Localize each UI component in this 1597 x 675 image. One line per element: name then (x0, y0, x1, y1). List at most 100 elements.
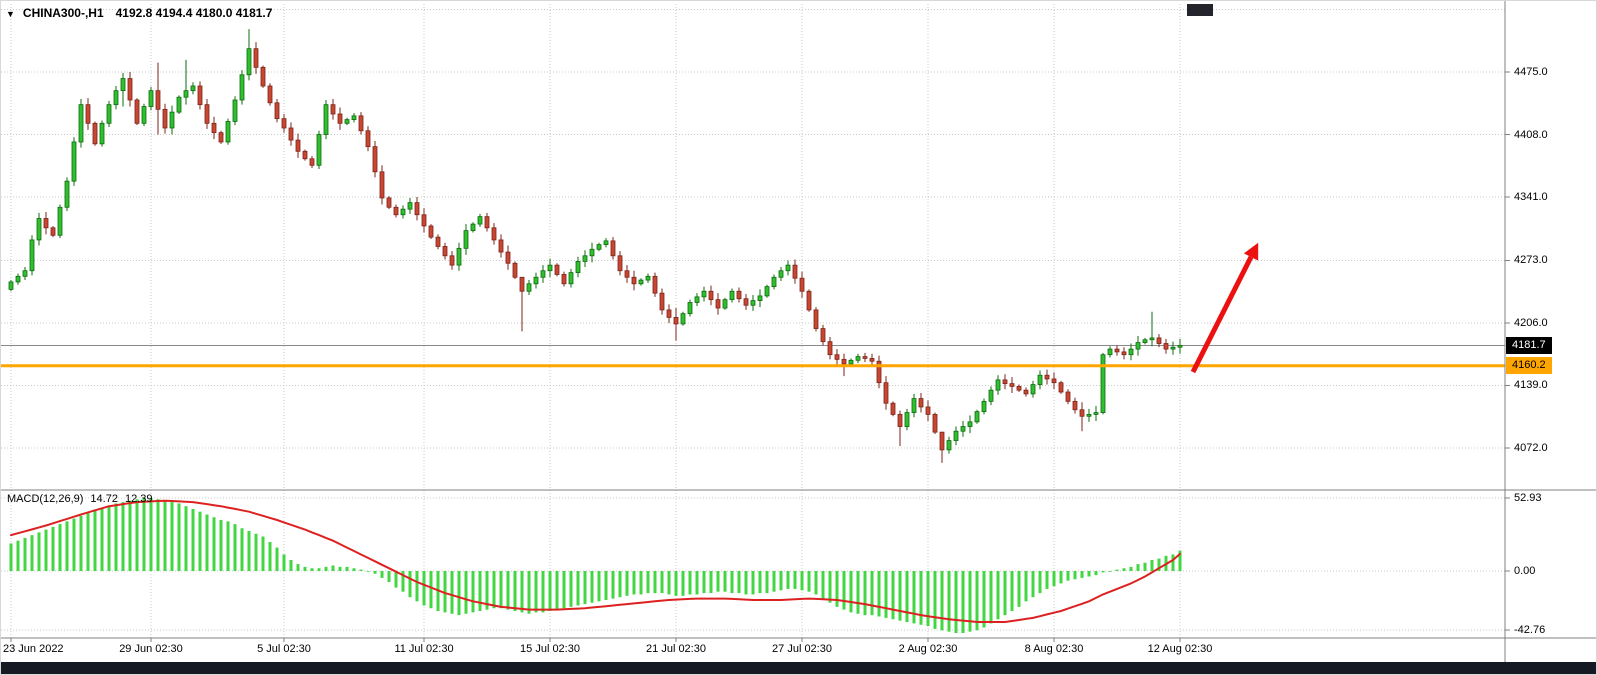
date-label: 21 Jul 02:30 (646, 643, 706, 655)
macd-histogram-bar (667, 571, 671, 595)
candle-body (1100, 354, 1106, 413)
candle-body (393, 206, 399, 216)
candle-body (736, 290, 742, 300)
macd-histogram-bar (933, 571, 937, 629)
macd-histogram-bar (1003, 571, 1007, 616)
trend-arrow-head[interactable] (1243, 242, 1259, 261)
macd-histogram-bar (891, 571, 895, 620)
macd-histogram-bar (688, 571, 692, 595)
candle-body (757, 295, 763, 301)
candle-body (435, 236, 441, 247)
candle-body (1079, 409, 1085, 417)
candle-body (1072, 400, 1078, 411)
chart-shift-marker[interactable] (1187, 4, 1213, 16)
candle-body (484, 216, 490, 229)
macd-histogram-bar (37, 532, 41, 571)
candle-body (834, 354, 840, 360)
candle-body (561, 274, 567, 285)
macd-histogram-bar (779, 571, 783, 591)
macd-histogram-bar (954, 571, 958, 634)
candle-body (1149, 337, 1155, 341)
candle-body (547, 264, 553, 272)
macd-histogram-bar (282, 554, 286, 571)
candle-body (1121, 351, 1127, 356)
candle-body (1163, 343, 1169, 350)
candle-body (995, 379, 1001, 391)
candle-body (897, 414, 903, 427)
macd-histogram-bar (1094, 571, 1098, 576)
macd-histogram-bar (975, 571, 979, 631)
macd-histogram-bar (807, 571, 811, 592)
candle-body (526, 283, 532, 292)
candle-body (778, 270, 784, 278)
candle-body (1051, 378, 1057, 384)
candle-body (232, 99, 238, 122)
macd-histogram-bar (562, 571, 566, 609)
macd-histogram-bar (170, 502, 174, 571)
candle-body (743, 298, 749, 306)
macd-histogram-bar (940, 571, 944, 631)
candle-body (379, 171, 385, 199)
candle-body (169, 111, 175, 129)
macd-histogram-bar (247, 531, 251, 571)
candle-body (22, 270, 28, 277)
macd-histogram-bar (1143, 562, 1147, 571)
trend-arrow-shaft[interactable] (1190, 255, 1254, 374)
candle-body (841, 358, 847, 365)
candle-body (596, 244, 602, 250)
candle-body (869, 358, 875, 362)
macd-histogram-bar (1129, 566, 1133, 571)
time-axis[interactable]: 23 Jun 2022 29 Jun 02:30 5 Jul 02:30 11 Jul… (1, 638, 1596, 662)
date-label: 11 Jul 02:30 (394, 643, 454, 655)
macd-histogram-bar (114, 503, 118, 571)
candle-body (36, 218, 42, 241)
macd-histogram-bar (632, 571, 636, 595)
date-label: 2 Aug 02:30 (898, 643, 958, 655)
candle-body (449, 255, 455, 266)
price-axis[interactable]: 4475.0 4408.0 4341.0 4273.0 4206.0 4139.0 4072… (1506, 1, 1596, 662)
macd-histogram-bar (394, 571, 398, 588)
macd-histogram-bar (478, 571, 482, 611)
candle-body (344, 119, 350, 124)
macd-histogram-bar (1017, 571, 1021, 607)
date-label: 29 Jun 02:30 (119, 643, 183, 655)
candle-body (372, 146, 378, 173)
symbol-dropdown-icon[interactable]: ▼ (6, 9, 15, 19)
macd-histogram-bar (380, 571, 384, 578)
candle-body (1016, 386, 1022, 391)
candle-body (729, 290, 735, 301)
macd-histogram-bar (422, 571, 426, 606)
date-label: 8 Aug 02:30 (1024, 643, 1084, 655)
macd-histogram-bar (212, 517, 216, 571)
macd-histogram-bar (765, 571, 769, 594)
candle-body (631, 276, 637, 285)
candle-body (827, 341, 833, 356)
macd-histogram-bar (128, 500, 132, 571)
macd-histogram-bar (1136, 564, 1140, 571)
macd-histogram-bar (835, 571, 839, 607)
macd-histogram-bar (660, 571, 664, 594)
price-tick-label: 4206.0 (1514, 316, 1548, 329)
candle-body (603, 240, 609, 246)
candle-body (225, 121, 231, 143)
candle-body (218, 132, 224, 143)
macd-histogram-bar (744, 571, 748, 595)
macd-histogram-bar (786, 571, 790, 589)
macd-histogram-bar (513, 571, 517, 611)
candle-body (29, 239, 35, 272)
symbol-label: CHINA300-,H1 (22, 6, 104, 20)
candle-body (442, 246, 448, 257)
candle-body (519, 276, 525, 292)
candle-body (750, 300, 756, 306)
macd-histogram-bar (219, 519, 223, 571)
candle-body (358, 115, 364, 132)
candle-body (806, 290, 812, 311)
candle-body (1023, 389, 1029, 395)
macd-histogram-bar (590, 571, 594, 603)
candle-body (1002, 379, 1008, 385)
macd-histogram-bar (296, 564, 300, 571)
candle-body (148, 90, 154, 107)
macd-histogram-bar (1038, 571, 1042, 594)
candle-body (183, 90, 189, 98)
